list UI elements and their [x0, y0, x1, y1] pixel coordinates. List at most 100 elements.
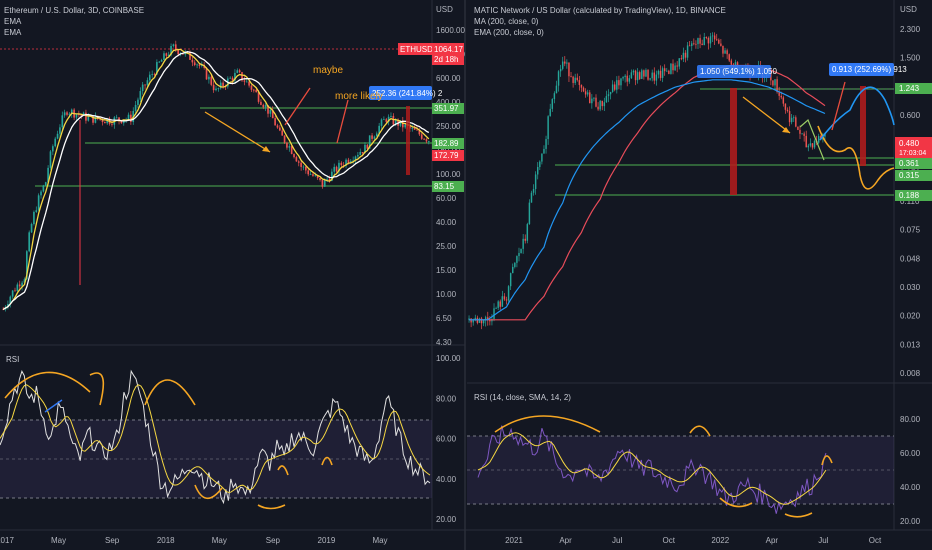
- matic-candle-body: [501, 296, 504, 307]
- eth-rsi-arc-6: [277, 465, 289, 476]
- matic-time-tick: Oct: [662, 536, 675, 545]
- matic-candle-body: [528, 202, 531, 225]
- eth-candle-body: [14, 290, 16, 292]
- eth-candle-body: [307, 170, 310, 175]
- eth-candle-body: [312, 174, 314, 176]
- matic-time-tick: Jul: [612, 536, 622, 545]
- eth-candle-body: [7, 304, 9, 307]
- matic-candle-body: [705, 37, 708, 38]
- matic-indicator-1[interactable]: MA (200, close, 0): [474, 17, 539, 26]
- eth-candle-body: [319, 177, 321, 180]
- matic-time-ticks: 2021 Apr Jul Oct 2022 Apr Jul Oct: [505, 536, 882, 545]
- matic-price-tick: 0.008: [900, 369, 921, 378]
- eth-candle-body: [70, 109, 73, 114]
- eth-rsi-arc-4: [194, 484, 223, 500]
- matic-rsi-ma-line: [477, 432, 827, 505]
- matic-candle-body: [605, 96, 608, 103]
- matic-candle-body: [624, 75, 626, 77]
- eth-price-tick: 6.50: [436, 314, 452, 323]
- eth-candle-body: [82, 112, 85, 116]
- matic-candle-body: [674, 65, 676, 71]
- matic-candle-body: [778, 92, 780, 96]
- matic-rsi-title[interactable]: RSI (14, close, SMA, 14, 2): [474, 393, 571, 402]
- matic-candle-body: [793, 117, 795, 119]
- matic-candle-body: [584, 91, 587, 95]
- matic-candle-body: [824, 134, 826, 137]
- matic-candle-body: [630, 72, 633, 79]
- eth-candle-body: [30, 223, 33, 233]
- matic-candle-body: [713, 35, 716, 40]
- matic-candle-body: [703, 37, 705, 46]
- eth-indicator-2[interactable]: EMA: [4, 28, 22, 37]
- eth-time-tick: 2018: [157, 536, 175, 545]
- eth-countdown: 2d 18h: [434, 55, 458, 64]
- matic-measure-label-2: 0.913 (252.69%) 913: [832, 65, 907, 74]
- matic-candle-body: [709, 36, 712, 44]
- eth-candle-body: [250, 85, 253, 90]
- matic-indicator-2[interactable]: EMA (200, close, 0): [474, 28, 544, 37]
- eth-candle-body: [118, 117, 120, 121]
- matic-candle-body: [626, 75, 628, 82]
- matic-candle-body: [659, 70, 662, 78]
- eth-price-tick: 10.00: [436, 290, 457, 299]
- eth-candle-body: [9, 296, 12, 305]
- matic-chart-title[interactable]: MATIC Network / US Dollar (calculated by…: [474, 6, 726, 15]
- eth-candle-body: [148, 74, 151, 81]
- eth-maybe-arrow: [284, 87, 311, 126]
- eth-candle-body: [47, 167, 49, 183]
- eth-candle-body: [59, 127, 61, 134]
- eth-indicator-1[interactable]: EMA: [4, 17, 22, 26]
- eth-candle-body: [243, 80, 246, 82]
- eth-candle-body: [191, 59, 194, 63]
- eth-candle-body: [323, 179, 326, 187]
- eth-candle-body: [160, 60, 163, 62]
- eth-candle-body: [231, 77, 234, 81]
- eth-candle-body: [241, 72, 243, 81]
- eth-candle-body: [338, 162, 340, 172]
- matic-candle-body: [776, 79, 778, 93]
- eth-candle-body: [399, 120, 402, 126]
- matic-candle-body: [618, 80, 620, 86]
- eth-candle-body: [156, 62, 158, 75]
- eth-candle-body: [420, 134, 423, 139]
- eth-price-ticks: 1600.001000.00600.00400.00250.00160.0010…: [436, 26, 465, 347]
- matic-candle-body: [655, 74, 658, 81]
- matic-rsi-arc-1: [494, 415, 601, 433]
- matic-currency-label: USD: [900, 5, 917, 14]
- matic-candle-body: [470, 318, 472, 323]
- eth-candle-body: [2, 309, 5, 311]
- matic-candle-body: [790, 117, 793, 123]
- matic-candle-body: [589, 92, 591, 104]
- matic-rsi-arc-4: [784, 512, 813, 518]
- eth-candle-body: [347, 159, 350, 163]
- eth-rsi-title[interactable]: RSI: [6, 355, 20, 364]
- matic-candle-body: [666, 70, 668, 72]
- eth-candle-body: [170, 46, 172, 55]
- eth-candle-body: [11, 290, 14, 297]
- matic-price-tick: 0.030: [900, 283, 921, 292]
- eth-chart-title[interactable]: Ethereum / U.S. Dollar, 3D, COINBASE: [4, 6, 145, 15]
- matic-candle-body: [724, 50, 726, 54]
- matic-ema-line: [469, 79, 826, 321]
- eth-rsi-arc-2: [89, 372, 105, 406]
- matic-chart-header: MATIC Network / US Dollar (calculated by…: [474, 5, 726, 38]
- eth-candle-body: [359, 151, 362, 156]
- matic-candle-body: [707, 37, 710, 44]
- matic-candle-body: [726, 50, 728, 55]
- eth-candle-body: [371, 135, 373, 139]
- eth-level-badge-83: [432, 181, 464, 192]
- eth-candle-body: [352, 160, 354, 162]
- matic-candle-body: [559, 68, 562, 72]
- eth-candle-body: [127, 114, 130, 120]
- eth-candle-body: [193, 62, 196, 65]
- eth-candle-body: [23, 279, 26, 283]
- matic-candle-body: [684, 52, 687, 58]
- eth-candle-body: [236, 70, 239, 73]
- eth-level-text-351: 351.97: [434, 104, 459, 113]
- eth-rsi-arc-1: [4, 371, 91, 399]
- matic-candle-body: [805, 135, 807, 148]
- matic-level-text-0188: 0.188: [899, 191, 920, 200]
- matic-candle-body: [638, 72, 641, 79]
- eth-symbol-badge: [398, 43, 432, 55]
- matic-candle-body: [474, 317, 477, 320]
